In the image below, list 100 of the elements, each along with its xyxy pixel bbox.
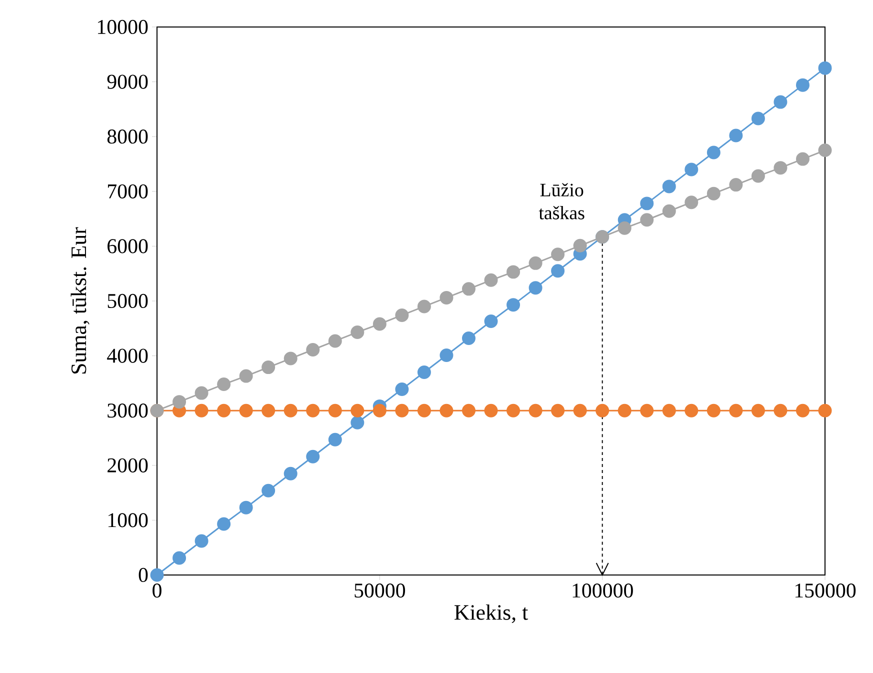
point — [440, 404, 454, 418]
point — [528, 256, 542, 270]
y-tick-label: 4000 — [107, 348, 148, 363]
point — [796, 152, 810, 166]
y-tick-label: 2000 — [108, 458, 148, 472]
point — [239, 404, 253, 418]
point — [284, 404, 298, 418]
point — [729, 404, 743, 418]
point — [350, 325, 364, 339]
x-tick-label: 50000 — [354, 584, 406, 598]
point — [640, 404, 654, 418]
point — [774, 95, 788, 109]
y-tick-label: 10000 — [98, 20, 148, 34]
point — [150, 568, 164, 582]
point — [751, 112, 765, 126]
y-tick-label: 8000 — [107, 130, 148, 144]
point — [684, 162, 698, 176]
point — [551, 248, 565, 262]
x-axis-title: Kiekis, t — [454, 604, 528, 624]
point — [350, 404, 364, 418]
point — [262, 360, 276, 374]
point — [262, 404, 276, 418]
y-axis-title: Suma, tūkst. Eur — [70, 227, 90, 374]
point — [573, 404, 587, 418]
point — [217, 404, 231, 418]
y-tick-label: 6000 — [108, 239, 148, 254]
point — [306, 450, 320, 464]
x-tick-label: 150000 — [795, 584, 856, 598]
x-tick-label: 0 — [152, 584, 162, 598]
point — [462, 404, 476, 418]
point — [618, 221, 632, 235]
point — [395, 308, 409, 322]
point — [684, 196, 698, 210]
point — [640, 213, 654, 227]
point — [172, 395, 186, 409]
point — [573, 238, 587, 252]
point — [818, 61, 832, 75]
point — [751, 404, 765, 418]
point — [217, 378, 231, 392]
point — [506, 265, 520, 279]
point — [506, 404, 520, 418]
point — [284, 466, 298, 480]
point — [284, 352, 298, 366]
point — [484, 273, 498, 287]
annotation: Lūžio taškas — [538, 183, 584, 220]
point — [194, 386, 208, 400]
point — [774, 404, 788, 418]
point — [395, 404, 409, 418]
point — [306, 404, 320, 418]
point — [262, 484, 276, 498]
point — [662, 404, 676, 418]
y-tick-label: 1000 — [108, 513, 148, 528]
point — [706, 404, 720, 418]
point — [484, 404, 498, 418]
point — [217, 517, 231, 531]
point — [462, 282, 476, 296]
y-tick-label: 0 — [138, 568, 148, 582]
point — [395, 382, 409, 396]
point — [239, 369, 253, 383]
y-tick-label: 3000 — [108, 404, 148, 418]
point — [528, 281, 542, 295]
x-tick-label: 100000 — [572, 584, 633, 598]
point — [417, 300, 431, 314]
point — [417, 365, 431, 379]
point — [551, 264, 565, 278]
point — [239, 500, 253, 514]
point — [528, 404, 542, 418]
point — [684, 404, 698, 418]
point — [328, 334, 342, 348]
point — [729, 128, 743, 142]
point — [306, 343, 320, 357]
point — [506, 298, 520, 312]
point — [350, 416, 364, 430]
point — [818, 404, 832, 418]
point — [462, 331, 476, 345]
point — [796, 78, 810, 92]
point — [172, 551, 186, 565]
point — [662, 180, 676, 194]
point — [618, 404, 632, 418]
point — [596, 404, 610, 418]
point — [328, 404, 342, 418]
point — [484, 314, 498, 328]
point — [640, 196, 654, 210]
point — [706, 146, 720, 160]
point — [818, 144, 832, 158]
point — [417, 404, 431, 418]
point — [662, 204, 676, 218]
y-tick-label: 9000 — [107, 74, 148, 89]
point — [706, 186, 720, 200]
point — [372, 317, 386, 331]
point — [729, 178, 743, 192]
point — [774, 161, 788, 175]
y-tick-label: 7000 — [108, 184, 148, 198]
point — [372, 404, 386, 418]
point — [440, 290, 454, 304]
point — [194, 404, 208, 418]
point — [796, 404, 810, 418]
y-tick-label: 5000 — [108, 294, 148, 308]
point — [194, 534, 208, 548]
point — [551, 404, 565, 418]
